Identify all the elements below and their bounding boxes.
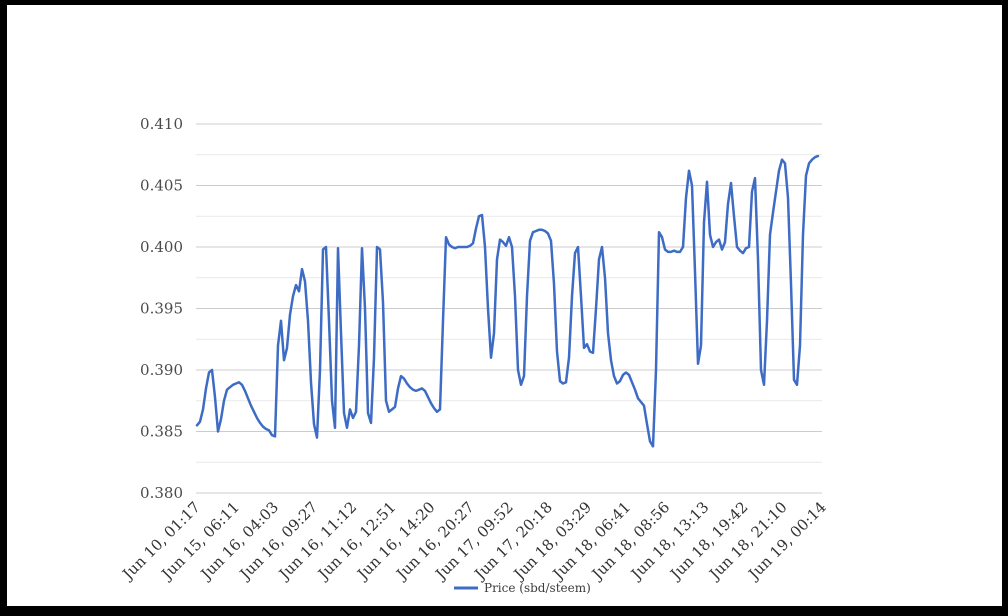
y-tick-label: 0.395: [140, 300, 183, 318]
y-tick-label: 0.390: [140, 361, 183, 379]
y-tick-label: 0.410: [140, 115, 183, 133]
legend-label: Price (sbd/steem): [484, 581, 591, 595]
chart-canvas: 0.410 0.405 0.400 0.395 0.390 0.385 0.38…: [7, 5, 1002, 606]
price-chart: 0.410 0.405 0.400 0.395 0.390 0.385 0.38…: [118, 115, 830, 595]
y-gridlines-major: [196, 123, 822, 494]
price-series-line: [195, 154, 820, 448]
y-tick-label: 0.405: [140, 177, 183, 195]
y-tick-label: 0.400: [140, 238, 183, 256]
x-axis-labels: Jun 10, 01:17 Jun 15, 06:11 Jun 16, 04:0…: [118, 498, 830, 584]
legend: Price (sbd/steem): [454, 581, 591, 595]
y-tick-label: 0.380: [140, 484, 183, 502]
y-tick-label: 0.385: [140, 423, 183, 441]
y-axis-labels: 0.410 0.405 0.400 0.395 0.390 0.385 0.38…: [140, 115, 183, 502]
